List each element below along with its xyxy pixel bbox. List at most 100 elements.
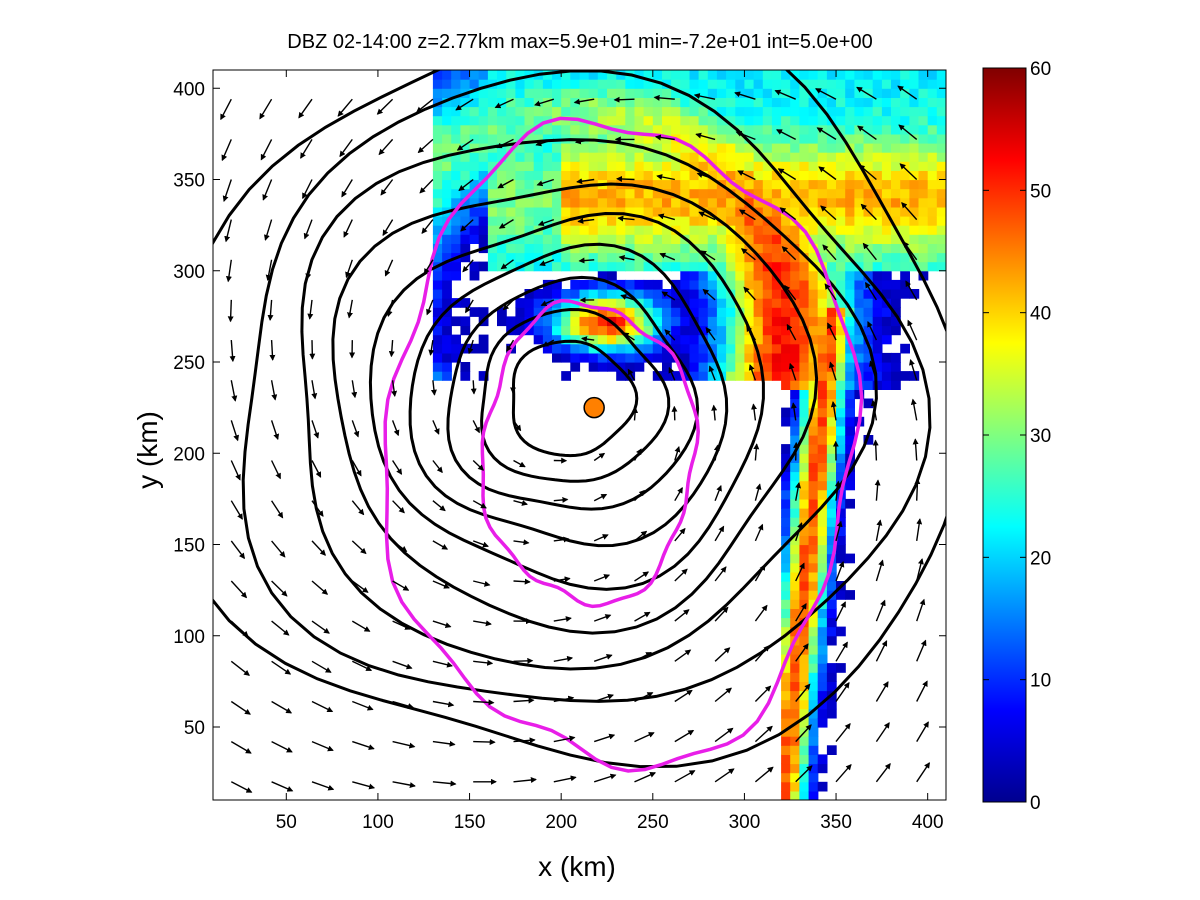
reflectivity-cell	[927, 234, 938, 244]
reflectivity-cell	[680, 343, 691, 354]
reflectivity-cell	[790, 289, 800, 299]
wind-vector	[816, 127, 837, 140]
reflectivity-cell	[863, 261, 874, 272]
wind-vector	[617, 215, 635, 222]
reflectivity-cell	[872, 97, 883, 108]
wind-vector	[271, 700, 293, 714]
reflectivity-cell	[442, 70, 452, 80]
reflectivity-cell	[542, 188, 553, 199]
reflectivity-cell	[909, 289, 920, 299]
reflectivity-cell	[826, 143, 837, 153]
reflectivity-cell	[836, 471, 846, 482]
wind-vector	[222, 179, 232, 202]
reflectivity-cell	[817, 498, 828, 509]
reflectivity-cell	[817, 389, 828, 400]
reflectivity-cell	[680, 97, 691, 108]
reflectivity-cell	[790, 590, 800, 600]
reflectivity-cell	[826, 535, 837, 546]
reflectivity-cell	[817, 298, 828, 308]
wind-vector	[875, 640, 888, 662]
wind-vector	[553, 695, 575, 703]
wind-vector	[392, 620, 412, 630]
reflectivity-cell	[753, 289, 764, 299]
reflectivity-cell	[597, 352, 608, 363]
reflectivity-cell	[808, 763, 819, 774]
reflectivity-cell	[781, 252, 791, 263]
reflectivity-cell	[863, 380, 874, 390]
reflectivity-cell	[561, 206, 571, 217]
reflectivity-cell	[570, 261, 581, 272]
wind-vector	[905, 280, 918, 301]
reflectivity-cell	[460, 97, 471, 108]
reflectivity-cell	[469, 115, 480, 126]
reflectivity-cell	[863, 325, 874, 336]
reflectivity-cell	[698, 279, 709, 290]
wind-vector	[875, 599, 886, 622]
reflectivity-cell	[442, 261, 452, 272]
reflectivity-cell	[808, 216, 819, 226]
reflectivity-cell	[881, 179, 892, 190]
reflectivity-cell	[652, 334, 663, 345]
reflectivity-cell	[542, 234, 553, 244]
reflectivity-cell	[936, 170, 946, 181]
reflectivity-cell	[909, 161, 920, 171]
reflectivity-cell	[442, 88, 452, 98]
wind-vector	[875, 681, 889, 702]
reflectivity-cell	[735, 70, 746, 80]
reflectivity-cell	[845, 225, 855, 235]
reflectivity-cell	[597, 343, 608, 354]
reflectivity-cell	[469, 133, 480, 144]
reflectivity-cell	[487, 115, 498, 126]
wind-vector	[870, 399, 878, 421]
reflectivity-cell	[487, 170, 498, 181]
reflectivity-cell	[542, 343, 553, 354]
reflectivity-cell	[753, 179, 764, 190]
reflectivity-cell	[561, 188, 571, 199]
reflectivity-cell	[762, 70, 773, 80]
reflectivity-cell	[744, 362, 755, 372]
reflectivity-cell	[744, 316, 755, 327]
reflectivity-cell	[799, 416, 810, 427]
reflectivity-cell	[817, 508, 828, 518]
reflectivity-cell	[891, 206, 901, 217]
wind-vector	[432, 460, 443, 474]
wind-vector	[271, 500, 284, 519]
reflectivity-cell	[771, 170, 782, 181]
reflectivity-cell	[808, 471, 819, 482]
reflectivity-cell	[588, 197, 599, 208]
reflectivity-cell	[817, 754, 828, 765]
reflectivity-cell	[542, 243, 553, 254]
wind-vector	[899, 163, 918, 181]
wind-vector	[513, 737, 536, 744]
reflectivity-cell	[808, 672, 819, 682]
reflectivity-cell	[469, 307, 480, 317]
reflectivity-cell	[762, 161, 773, 171]
reflectivity-cell	[845, 243, 855, 254]
reflectivity-cell	[744, 115, 755, 126]
pressure-contour	[368, 211, 765, 591]
reflectivity-cell	[442, 252, 452, 263]
reflectivity-cell	[826, 471, 837, 482]
reflectivity-cell	[808, 97, 819, 108]
reflectivity-cell	[799, 717, 810, 728]
wind-vector	[536, 178, 555, 187]
reflectivity-cell	[762, 298, 773, 308]
reflectivity-cell	[826, 170, 837, 181]
reflectivity-cell	[579, 279, 590, 290]
reflectivity-cell	[900, 234, 910, 244]
reflectivity-cell	[817, 234, 828, 244]
reflectivity-cell	[442, 188, 452, 199]
reflectivity-cell	[799, 736, 810, 746]
reflectivity-cell	[726, 115, 736, 126]
x-tick-label: 400	[912, 812, 944, 833]
reflectivity-cell	[799, 435, 810, 445]
wind-vector	[634, 732, 655, 743]
reflectivity-cell	[790, 152, 800, 162]
reflectivity-cell	[680, 133, 691, 144]
reflectivity-cell	[771, 325, 782, 336]
reflectivity-cell	[671, 243, 681, 254]
reflectivity-cell	[680, 352, 691, 363]
reflectivity-cell	[716, 133, 727, 144]
reflectivity-cell	[927, 206, 938, 217]
reflectivity-cell	[936, 188, 946, 199]
